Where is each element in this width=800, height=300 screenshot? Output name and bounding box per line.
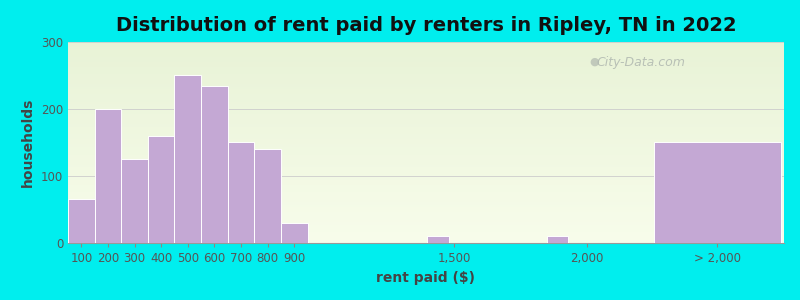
Bar	[68, 130, 784, 132]
Bar	[68, 128, 784, 130]
Bar	[68, 57, 784, 60]
Bar	[68, 80, 784, 82]
Bar	[68, 67, 784, 70]
Bar	[68, 112, 784, 115]
Bar	[68, 188, 784, 190]
Bar	[68, 158, 784, 160]
Bar	[254, 149, 281, 243]
Bar	[68, 152, 784, 155]
Bar	[68, 125, 784, 128]
Bar	[68, 85, 784, 87]
Bar	[68, 228, 784, 230]
Y-axis label: households: households	[22, 98, 35, 187]
Bar	[68, 215, 784, 218]
Bar	[68, 62, 784, 64]
Bar	[68, 220, 784, 223]
Bar	[148, 136, 174, 243]
Bar	[68, 135, 784, 137]
Bar	[94, 109, 122, 243]
Bar	[68, 180, 784, 183]
Bar	[68, 64, 784, 67]
Bar	[547, 236, 569, 243]
Bar	[68, 190, 784, 193]
Bar	[654, 142, 782, 243]
Bar	[281, 223, 307, 243]
Bar	[68, 122, 784, 125]
Bar	[68, 150, 784, 152]
Bar	[68, 145, 784, 148]
Bar	[68, 60, 784, 62]
Bar	[68, 225, 784, 228]
Bar	[68, 218, 784, 220]
Bar	[228, 142, 254, 243]
Bar	[68, 200, 784, 203]
Bar	[68, 238, 784, 241]
X-axis label: rent paid ($): rent paid ($)	[377, 271, 475, 285]
Bar	[68, 50, 784, 52]
Bar	[68, 70, 784, 72]
Bar	[174, 76, 201, 243]
Bar	[68, 77, 784, 80]
Bar	[68, 95, 784, 97]
Bar	[122, 159, 148, 243]
Bar	[68, 142, 784, 145]
Bar	[68, 200, 94, 243]
Bar	[68, 175, 784, 178]
Bar	[68, 140, 784, 142]
Bar	[68, 203, 784, 205]
Bar	[68, 44, 784, 47]
Bar	[68, 223, 784, 225]
Bar	[68, 168, 784, 170]
Title: Distribution of rent paid by renters in Ripley, TN in 2022: Distribution of rent paid by renters in …	[116, 16, 736, 35]
Bar	[68, 87, 784, 90]
Bar	[68, 241, 784, 243]
Bar	[68, 198, 784, 200]
Bar	[68, 102, 784, 105]
Bar	[68, 230, 784, 233]
Bar	[68, 97, 784, 100]
Bar	[68, 185, 784, 188]
Bar	[427, 236, 449, 243]
Bar	[68, 82, 784, 85]
Bar	[68, 42, 784, 44]
Bar	[68, 120, 784, 122]
Bar	[68, 178, 784, 180]
Bar	[68, 72, 784, 75]
Bar	[68, 233, 784, 236]
Bar	[68, 165, 784, 168]
Bar	[68, 100, 784, 102]
Bar	[68, 117, 784, 120]
Bar	[68, 105, 784, 107]
Bar	[68, 205, 784, 208]
Bar	[68, 52, 784, 55]
Bar	[68, 92, 784, 95]
Bar	[68, 160, 784, 163]
Bar	[68, 148, 784, 150]
Bar	[68, 132, 784, 135]
Bar	[68, 193, 784, 195]
Bar	[68, 137, 784, 140]
Bar	[68, 172, 784, 175]
Bar	[68, 170, 784, 172]
Bar	[201, 85, 228, 243]
Bar	[68, 75, 784, 77]
Bar	[68, 155, 784, 158]
Bar	[68, 236, 784, 238]
Bar	[68, 183, 784, 185]
Bar	[68, 195, 784, 198]
Bar	[68, 213, 784, 215]
Bar	[68, 55, 784, 57]
Bar	[68, 163, 784, 165]
Bar	[68, 110, 784, 112]
Bar	[68, 47, 784, 50]
Bar	[68, 90, 784, 92]
Bar	[68, 107, 784, 110]
Bar	[68, 115, 784, 117]
Bar	[68, 208, 784, 210]
Bar	[68, 210, 784, 213]
Text: City-Data.com: City-Data.com	[596, 56, 686, 69]
Text: ●: ●	[590, 57, 599, 67]
